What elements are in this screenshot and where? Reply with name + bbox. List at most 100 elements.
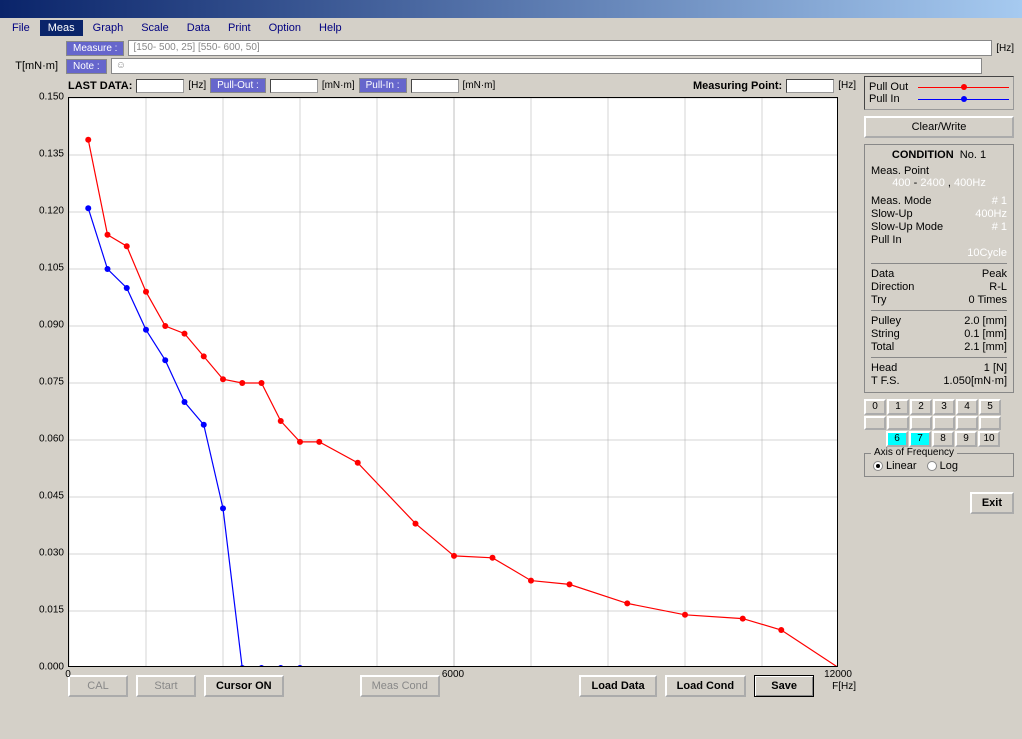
legend-label: Pull Out [869,81,914,93]
menu-help[interactable]: Help [311,20,350,36]
preset-blank[interactable] [933,416,955,430]
meas-point-head: Meas. Point [871,165,1007,177]
legend-item: Pull Out [869,81,1009,93]
condition-title: CONDITION [892,149,954,161]
measure-input[interactable]: [150- 500, 25] [550- 600, 50] [128,40,992,56]
meas-point-label: Measuring Point: [693,80,782,92]
menu-file[interactable]: File [4,20,38,36]
chart-area: 0.0000.0150.0300.0450.0600.0750.0900.105… [68,97,838,667]
condition-row: 10Cycle [871,247,1007,259]
menu-option[interactable]: Option [261,20,309,36]
condition-row: Slow-Up Mode# 1 [871,221,1007,233]
x-tick-label: 0 [65,669,71,680]
condition-row: Slow-Up400Hz [871,208,1007,220]
preset-3[interactable]: 3 [933,399,955,415]
meas-point-value [786,79,834,93]
menu-scale[interactable]: Scale [133,20,177,36]
condition-row: String0.1 [mm] [871,328,1007,340]
axis-freq-title: Axis of Frequency [871,447,957,458]
radio-linear[interactable]: Linear [873,460,917,472]
condition-row: T F.S.1.050[mN·m] [871,375,1007,387]
mp-to: 2400 [920,177,944,189]
axis-frequency-group: Axis of Frequency Linear Log [864,453,1014,477]
last-data-value [136,79,184,93]
menu-print[interactable]: Print [220,20,259,36]
y-tick-label: 0.000 [39,662,64,673]
menu-graph[interactable]: Graph [85,20,132,36]
t-axis-label: T[mN·m] [8,60,58,72]
condition-row: DataPeak [871,268,1007,280]
preset-2[interactable]: 2 [910,399,932,415]
y-tick-label: 0.015 [39,605,64,616]
pullout-value [270,79,318,93]
pullin-unit: [mN·m] [463,80,496,91]
preset-blank[interactable] [979,416,1001,430]
legend: Pull OutPull In [864,76,1014,110]
menu-meas[interactable]: Meas [40,20,83,36]
load-cond-button[interactable]: Load Cond [665,675,746,697]
menu-bar: FileMeasGraphScaleDataPrintOptionHelp [0,18,1022,38]
exit-button[interactable]: Exit [970,492,1014,514]
y-tick-label: 0.120 [39,206,64,217]
preset-blank[interactable] [956,416,978,430]
note-input[interactable]: ☺ [111,58,982,74]
window-titlebar [0,0,1022,18]
preset-7[interactable]: 7 [909,431,931,447]
menu-data[interactable]: Data [179,20,218,36]
legend-line-icon [918,94,1009,104]
preset-10[interactable]: 10 [978,431,1000,447]
preset-blank[interactable] [864,416,886,430]
cal-button[interactable]: CAL [68,675,128,697]
last-data-unit: [Hz] [188,80,206,91]
y-tick-label: 0.135 [39,149,64,160]
start-button[interactable]: Start [136,675,196,697]
mp-step: 400Hz [954,177,986,189]
last-data-label: LAST DATA: [68,80,132,92]
radio-log[interactable]: Log [927,460,958,472]
preset-5[interactable]: 5 [979,399,1001,415]
measure-unit: [Hz] [996,43,1014,54]
preset-9[interactable]: 9 [955,431,977,447]
load-data-button[interactable]: Load Data [579,675,656,697]
x-axis-label: F[Hz] [832,681,856,692]
preset-8[interactable]: 8 [932,431,954,447]
y-tick-label: 0.045 [39,491,64,502]
condition-no: No. 1 [960,149,986,161]
condition-row: Pull In [871,234,1007,246]
preset-buttons-row1: 012345 [864,399,1014,415]
y-tick-label: 0.030 [39,548,64,559]
preset-blank[interactable] [910,416,932,430]
mp-sep: , [948,177,951,189]
radio-dot-icon [927,461,937,471]
mp-dash: - [914,177,918,189]
save-button[interactable]: Save [754,675,814,697]
legend-line-icon [918,82,1009,92]
condition-row: DirectionR-L [871,281,1007,293]
y-tick-label: 0.075 [39,377,64,388]
legend-label: Pull In [869,93,914,105]
condition-row: Pulley2.0 [mm] [871,315,1007,327]
cursor-on-button[interactable]: Cursor ON [204,675,284,697]
x-tick-label: 6000 [442,669,464,680]
preset-blank-row [864,416,1014,430]
measure-tag: Measure : [66,41,124,56]
radio-linear-label: Linear [886,460,917,472]
preset-6[interactable]: 6 [886,431,908,447]
radio-log-label: Log [940,460,958,472]
preset-buttons-row2: 678910 [886,431,1014,447]
radio-dot-icon [873,461,883,471]
preset-1[interactable]: 1 [887,399,909,415]
mp-from: 400 [892,177,910,189]
note-tag: Note : [66,59,107,74]
clear-write-button[interactable]: Clear/Write [864,116,1014,138]
preset-blank[interactable] [887,416,909,430]
condition-row: Total2.1 [mm] [871,341,1007,353]
pullin-value [411,79,459,93]
condition-row: Meas. Mode# 1 [871,195,1007,207]
condition-row: Head1 [N] [871,362,1007,374]
pullout-tag: Pull-Out : [210,78,266,93]
preset-0[interactable]: 0 [864,399,886,415]
preset-4[interactable]: 4 [956,399,978,415]
meas-cond-button[interactable]: Meas Cond [360,675,440,697]
pullout-unit: [mN·m] [322,80,355,91]
